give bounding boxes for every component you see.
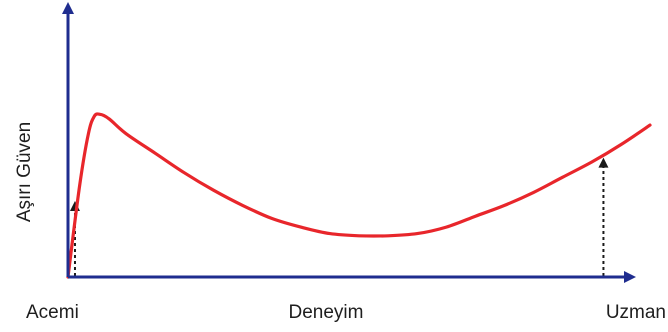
- y-axis-title: Aşırı Güven: [14, 122, 35, 222]
- y-axis-arrowhead: [62, 2, 74, 14]
- x-axis-arrowhead: [624, 271, 636, 283]
- x-axis-title: Deneyim: [289, 302, 364, 323]
- x-tick-label-end: Uzman: [606, 302, 666, 323]
- marker-layer: [69, 157, 609, 276]
- marker-arrowhead-2: [598, 157, 609, 168]
- overconfidence-curve: [66, 112, 652, 279]
- x-tick-label-start: Acemi: [26, 302, 79, 323]
